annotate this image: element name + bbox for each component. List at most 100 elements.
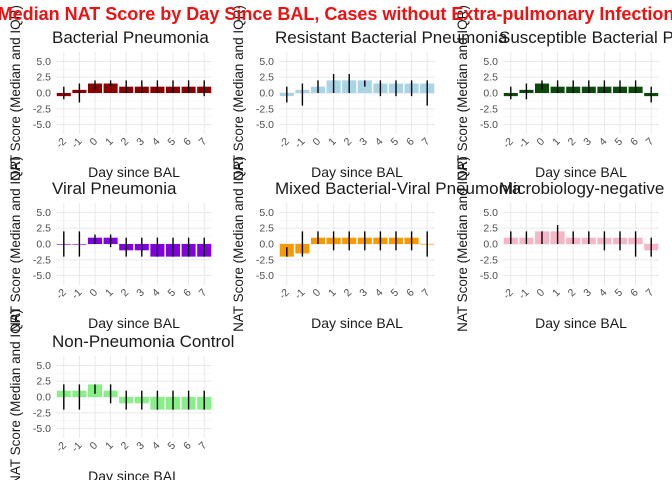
x-tick-label: -2 <box>501 287 516 302</box>
y-tick-label: 2.5 <box>483 72 498 84</box>
x-tick-label: -2 <box>54 440 69 455</box>
x-tick-label: -2 <box>54 136 69 151</box>
x-tick-label: 2 <box>566 287 579 300</box>
x-tick-label: 1 <box>326 287 339 300</box>
x-tick-label: 1 <box>326 136 339 149</box>
y-tick-label: 2.5 <box>259 223 274 235</box>
x-axis-label: Day since BAL <box>311 164 403 180</box>
y-tick-label: 0.0 <box>483 88 498 100</box>
x-tick-label: 3 <box>357 136 370 149</box>
panel-6: -5.0 -2.5 0.0 2.5 5.0 -2 -1 0 1 2 3 4 5 6 7 Non-Pneumon… <box>8 309 234 480</box>
x-tick-label: 3 <box>134 136 147 149</box>
x-tick-label: -2 <box>277 136 292 151</box>
x-axis-label: Day since BAL <box>311 315 403 331</box>
x-tick-label: 3 <box>581 136 594 149</box>
x-tick-label: 7 <box>197 287 210 300</box>
x-tick-label: 6 <box>181 287 194 300</box>
x-tick-label: 4 <box>373 136 386 149</box>
y-tick-label: -2.5 <box>480 103 498 115</box>
y-tick-label: -5.0 <box>480 119 498 131</box>
chart-title: Median NAT Score by Day Since BAL, Cases… <box>0 4 672 24</box>
y-axis-label: NAT Score (Median and IQR) <box>455 5 470 181</box>
x-tick-label: 0 <box>88 440 101 453</box>
bar <box>103 83 118 93</box>
x-tick-label: 7 <box>197 136 210 149</box>
y-axis-label: NAT Score (Median and IQR) <box>8 5 23 181</box>
panel-1: -5.0 -2.5 0.0 2.5 5.0 -2 -1 0 1 2 3 4 5 6 7 Resistant B… <box>231 5 508 181</box>
x-tick-label: 0 <box>311 287 324 300</box>
x-tick-label: 7 <box>644 287 657 300</box>
y-tick-label: -2.5 <box>33 254 51 266</box>
x-tick-label: 0 <box>88 287 101 300</box>
y-tick-label: 5.0 <box>36 360 51 372</box>
y-tick-label: 5.0 <box>259 207 274 219</box>
panel-title: Microbiology-negative <box>499 179 664 198</box>
x-tick-label: 2 <box>119 287 132 300</box>
y-tick-label: 5.0 <box>36 56 51 68</box>
x-tick-label: 5 <box>389 287 402 300</box>
x-tick-label: 6 <box>181 440 194 453</box>
x-tick-label: 1 <box>550 287 563 300</box>
y-axis-label: NAT Score (Median and IQR) <box>8 309 23 480</box>
y-axis-label: NAT Score (Median and IQR) <box>455 156 470 332</box>
y-tick-label: 2.5 <box>259 72 274 84</box>
x-tick-label: 6 <box>404 287 417 300</box>
y-tick-label: -2.5 <box>256 254 274 266</box>
y-axis-label: NAT Score (Median and IQR) <box>231 156 246 332</box>
x-tick-label: 0 <box>88 136 101 149</box>
y-tick-label: -2.5 <box>480 254 498 266</box>
y-tick-label: -5.0 <box>480 270 498 282</box>
panel-title: Mixed Bacterial-Viral Pneumonia <box>275 179 522 198</box>
x-tick-label: -1 <box>292 287 307 302</box>
y-tick-label: 0.0 <box>36 392 51 404</box>
x-tick-label: 6 <box>404 136 417 149</box>
y-axis-label: NAT Score (Median and IQR) <box>231 5 246 181</box>
y-tick-label: 0.0 <box>36 88 51 100</box>
y-tick-label: -5.0 <box>256 119 274 131</box>
x-tick-label: -1 <box>69 287 84 302</box>
y-tick-label: -2.5 <box>33 407 51 419</box>
y-tick-label: -5.0 <box>256 270 274 282</box>
x-tick-label: -1 <box>292 136 307 151</box>
x-axis-label: Day since BAL <box>535 315 627 331</box>
x-tick-label: -2 <box>54 287 69 302</box>
panel-title: Bacterial Pneumonia <box>52 28 209 47</box>
x-tick-label: 3 <box>134 287 147 300</box>
x-tick-label: 5 <box>389 136 402 149</box>
x-tick-label: 4 <box>150 287 163 300</box>
x-tick-label: 2 <box>119 440 132 453</box>
x-tick-label: 7 <box>420 136 433 149</box>
x-axis-label: Day since BAL <box>88 164 180 180</box>
panel-3: -5.0 -2.5 0.0 2.5 5.0 -2 -1 0 1 2 3 4 5 6 7 Viral Pneum… <box>8 156 212 332</box>
panel-title: Resistant Bacterial Pneumonia <box>275 28 508 47</box>
x-tick-label: -1 <box>516 287 531 302</box>
y-tick-label: 2.5 <box>36 72 51 84</box>
x-tick-label: 6 <box>628 287 641 300</box>
x-tick-label: 4 <box>373 287 386 300</box>
y-tick-label: -2.5 <box>256 103 274 115</box>
x-axis-label: Day since BAL <box>88 315 180 331</box>
x-tick-label: 7 <box>197 440 210 453</box>
y-tick-label: 2.5 <box>483 223 498 235</box>
panel-title: Susceptible Bacterial Pneumonia <box>499 28 672 47</box>
x-axis-label: Day since BAL <box>535 164 627 180</box>
x-tick-label: 5 <box>613 136 626 149</box>
x-tick-label: 5 <box>166 440 179 453</box>
x-tick-label: 5 <box>166 287 179 300</box>
y-tick-label: 0.0 <box>259 88 274 100</box>
x-tick-label: 5 <box>166 136 179 149</box>
x-tick-label: 5 <box>613 287 626 300</box>
x-tick-label: 4 <box>597 136 610 149</box>
x-tick-label: 2 <box>342 136 355 149</box>
x-tick-label: 3 <box>357 287 370 300</box>
x-tick-label: 7 <box>644 136 657 149</box>
x-tick-label: -1 <box>69 136 84 151</box>
y-tick-label: 0.0 <box>36 239 51 251</box>
x-tick-label: 3 <box>581 287 594 300</box>
y-tick-label: -5.0 <box>33 270 51 282</box>
y-tick-label: 5.0 <box>483 207 498 219</box>
x-tick-label: 2 <box>119 136 132 149</box>
